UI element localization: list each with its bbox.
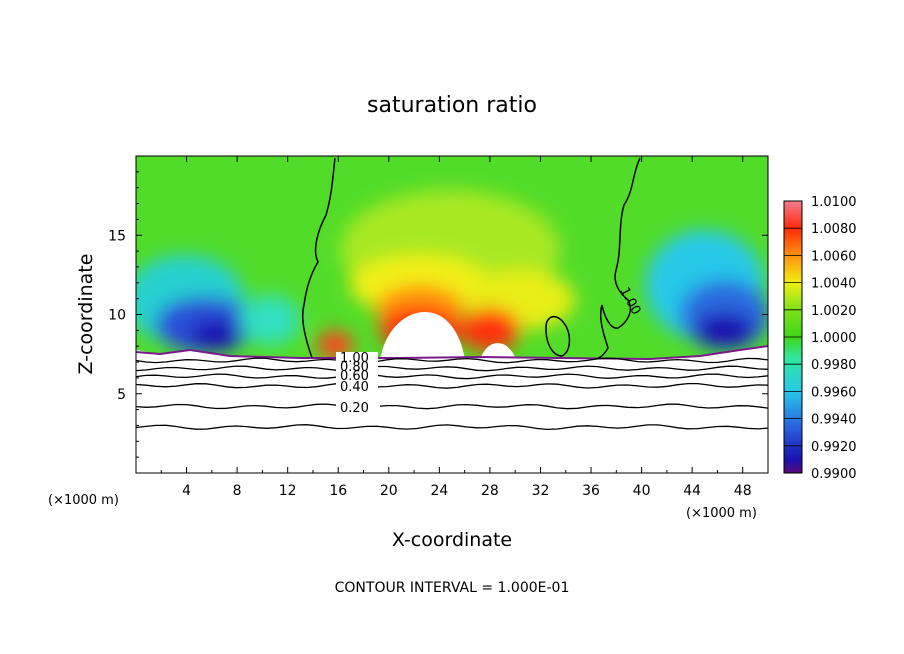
contour-line-lower [136,382,768,389]
contour-line-lower [136,365,768,372]
x-tick-label: 4 [182,483,191,499]
y-tick-label: 5 [117,387,126,403]
lower-contours [136,357,768,431]
x-tick-label: 16 [329,483,347,499]
colorbar-label: 1.0060 [811,249,857,264]
x-axis: 4 8 12 16 20 24 28 32 36 40 44 48 [160,156,752,499]
colorbar-label: 0.9900 [811,467,857,482]
colorbar: 0.9900 0.9920 0.9940 0.9960 0.9980 1.0000 1.00… [783,195,857,482]
x-tick-label: 44 [683,483,701,499]
x-tick-label: 20 [380,483,398,499]
y-axis: 5 10 15 [108,171,768,458]
colorbar-label: 1.0040 [811,277,857,292]
x-tick-label: 28 [481,483,499,499]
field-blob-left-navy [190,320,240,350]
contour-line-lower [136,403,768,410]
field-blob-cyan-2 [240,295,300,345]
contour-label-2: 0.80 [340,360,369,375]
x-tick-label: 32 [532,483,550,499]
saturation-field [136,156,768,360]
contour-label-3: 0.60 [340,369,369,384]
colorbar-ticks: 0.9900 0.9920 0.9940 0.9960 0.9980 1.0000 1.00… [784,195,857,482]
plot-area [136,156,768,473]
chart-title: saturation ratio [367,93,537,118]
contour-label-4: 0.40 [340,380,369,395]
colorbar-label: 0.9960 [811,385,857,400]
lower-domain [136,346,768,473]
contour-label-5: 0.20 [340,401,369,416]
contour-upper-left [301,157,336,359]
y-tick-label: 10 [108,308,126,324]
cloud-base-edge [136,345,768,361]
contour-label-bg-2 [336,398,380,414]
x-tick-label: 36 [582,483,600,499]
field-blob-right-navy [695,312,755,348]
x-tick-label: 40 [633,483,651,499]
field-white-dome-2 [480,343,516,360]
colorbar-label: 0.9980 [811,358,857,373]
x-unit-right: (×1000 m) [686,506,757,521]
x-tick-label: 24 [430,483,448,499]
x-tick-label: 8 [233,483,242,499]
x-tick-label: 48 [734,483,752,499]
x-tick-label: 12 [279,483,297,499]
x-axis-label: X-coordinate [392,529,512,551]
colorbar-label: 0.9940 [811,413,857,428]
colorbar-label: 0.9920 [811,440,857,455]
contour-label-1: 1.00 [340,351,369,366]
y-axis-label: Z-coordinate [75,254,97,375]
contour-line-lower [136,357,768,364]
contour-line-lower [136,373,768,380]
field-blob-red-2 [460,308,520,352]
y-tick-label: 15 [108,228,126,244]
contour-upper-right [595,157,641,360]
colorbar-label: 1.0080 [811,222,857,237]
colorbar-label: 1.0020 [811,304,857,319]
colorbar-label: 1.0100 [811,195,857,210]
colorbar-label: 1.0000 [811,331,857,346]
x-unit-left: (×1000 m) [48,493,119,508]
contour-label-bg [336,352,378,392]
contour-upper-loop [545,315,571,357]
contour-line-lower [136,424,768,431]
contour-label-stack: 1.00 0.80 0.60 0.40 0.20 [336,351,380,416]
contour-interval-note: CONTOUR INTERVAL = 1.000E-01 [335,580,570,596]
field-white-dome [380,312,465,360]
